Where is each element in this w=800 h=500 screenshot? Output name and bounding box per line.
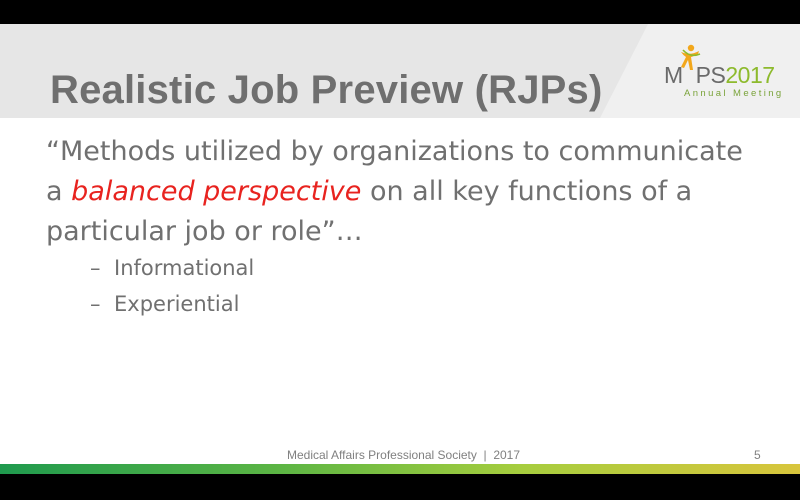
logo-letters-ps: PS xyxy=(695,62,726,88)
quote-before: “Methods utilized by organizations to co… xyxy=(46,136,743,207)
bullet-text: Experiential xyxy=(114,292,240,316)
footer-text: Medical Affairs Professional Society | 2… xyxy=(287,448,521,462)
bullet-text: Informational xyxy=(114,256,255,280)
bullet-list: – Informational – Experiential xyxy=(90,250,254,322)
logo-subtitle: Annual Meeting xyxy=(684,88,784,99)
quote-text: “Methods utilized by organizations to co… xyxy=(46,132,766,252)
slide: Realistic Job Preview (RJPs) M PS2017 Ann… xyxy=(0,24,800,474)
bullet-item: – Experiential xyxy=(90,286,254,322)
logo-letter-m: M xyxy=(664,62,683,88)
quote-highlight: balanced perspective xyxy=(71,176,362,207)
maps-logo: M PS2017 Annual Meeting xyxy=(658,44,790,100)
bullet-dash: – xyxy=(90,256,101,280)
bullet-item: – Informational xyxy=(90,250,254,286)
maps-logo-wordmark: M PS2017 xyxy=(664,64,775,87)
slide-title: Realistic Job Preview (RJPs) xyxy=(50,68,603,112)
bullet-dash: – xyxy=(90,292,101,316)
page-number: 5 xyxy=(754,448,761,462)
logo-year: 2017 xyxy=(725,62,775,88)
quote-after: on all key functions of a particular job… xyxy=(46,176,693,247)
maps-figure-icon xyxy=(681,44,701,70)
bottom-gradient-bar xyxy=(0,464,800,474)
